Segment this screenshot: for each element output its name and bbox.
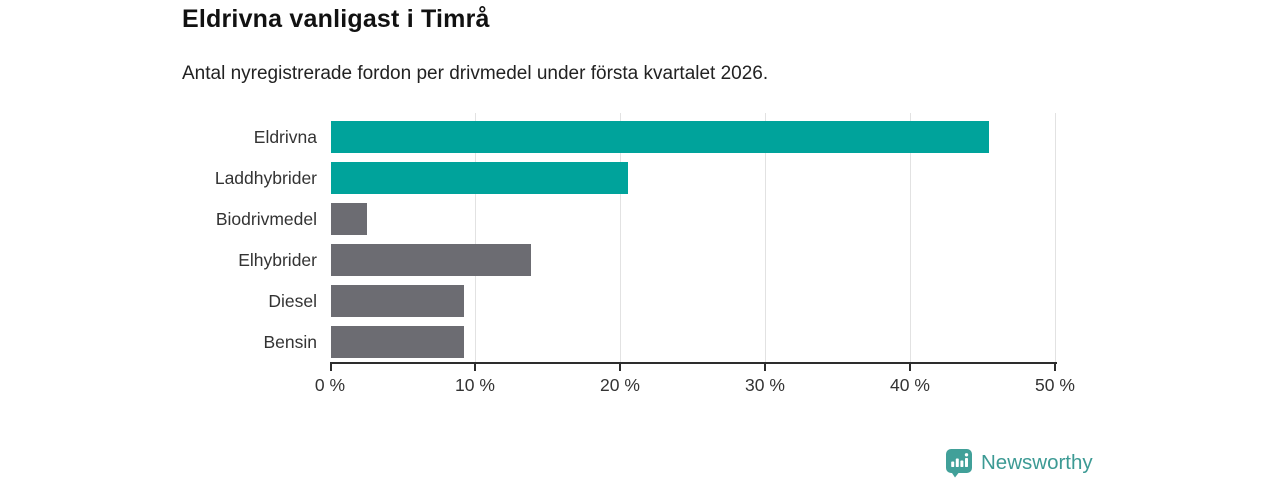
bar-elhybrider [331, 244, 532, 276]
gridline [619, 113, 621, 362]
x-axis-tick [909, 362, 911, 371]
category-label-eldrivna: Eldrivna [253, 127, 317, 147]
gridline [474, 113, 476, 362]
brand-name: Newsworthy [981, 451, 1093, 474]
x-axis-tick [1054, 362, 1056, 371]
x-axis-line [330, 362, 1057, 364]
x-axis-tick [764, 362, 766, 371]
category-label-diesel: Diesel [268, 291, 317, 311]
gridline [1054, 113, 1056, 362]
x-axis-tick [330, 362, 332, 371]
bar-bensin [331, 326, 465, 358]
bar-eldrivna [331, 121, 990, 153]
bar-laddhybrider [331, 162, 629, 194]
newsworthy-logo[interactable]: Newsworthy [945, 448, 1093, 478]
x-tick-label: 10 % [455, 375, 495, 395]
x-tick-label: 50 % [1035, 375, 1075, 395]
x-tick-label: 20 % [600, 375, 640, 395]
x-axis-tick [474, 362, 476, 371]
gridline [764, 113, 766, 362]
category-label-bensin: Bensin [263, 332, 317, 352]
x-tick-label: 0 % [314, 375, 346, 395]
chart-title: Eldrivna vanligast i Timrå [182, 5, 490, 33]
category-label-biodrivmedel: Biodrivmedel [215, 209, 317, 229]
category-label-elhybrider: Elhybrider [238, 250, 317, 270]
gridline [909, 113, 911, 362]
x-axis-tick [619, 362, 621, 371]
chart-subtitle: Antal nyregistrerade fordon per drivmede… [182, 63, 769, 84]
x-tick-label: 40 % [890, 375, 930, 395]
bar-diesel [331, 285, 465, 317]
category-label-laddhybrider: Laddhybrider [214, 168, 317, 188]
bar-chart-pin-icon [945, 448, 973, 478]
x-tick-label: 30 % [745, 375, 785, 395]
bar-biodrivmedel [331, 203, 368, 235]
